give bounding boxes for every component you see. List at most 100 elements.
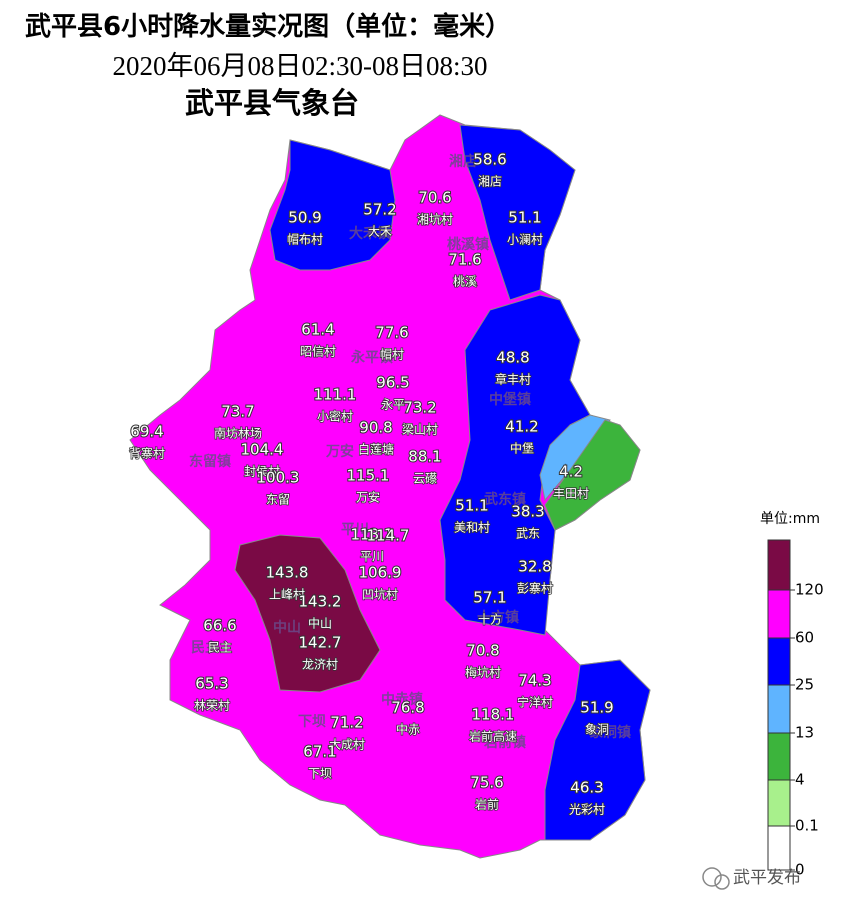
watermark-icon	[702, 867, 722, 887]
legend-label: 4	[795, 771, 805, 789]
town-label: 永平镇	[350, 349, 393, 366]
station-name: 帽村	[380, 347, 404, 362]
station-name: 大成村	[329, 738, 365, 752]
legend-swatch	[767, 779, 791, 827]
region	[439, 294, 591, 636]
station-name: 凹坑村	[362, 587, 398, 602]
station-name: 武东	[516, 527, 540, 541]
town-label: 象洞镇	[589, 724, 631, 741]
region	[539, 414, 611, 502]
station-value: 65.3	[195, 675, 228, 693]
station-name: 中赤	[396, 722, 420, 737]
town-label: 武东镇	[484, 491, 526, 508]
agency: 武平县气象台	[185, 86, 359, 120]
station-value: 114.7	[367, 527, 410, 545]
station-name: 小密村	[317, 409, 353, 424]
town-label: 大禾镇	[349, 225, 391, 242]
station-value: 90.8	[359, 419, 392, 437]
legend-label: 25	[795, 676, 814, 694]
station-name: 中山	[308, 616, 332, 631]
station-value: 113.1	[351, 526, 394, 544]
station-value: 118.1	[472, 706, 515, 724]
stations: 58.6 湘店 70.6 湘坑村 57.2 大禾 50.9 帽布村 51.1 小澜村 71.6 桃溪 6…	[128, 150, 614, 818]
station-name: 白莲塘	[358, 442, 394, 457]
station-name: 封侯村	[244, 465, 280, 479]
legend-label: 60	[795, 629, 814, 647]
station-name: 东留	[266, 493, 290, 507]
legend: 单位:mm 120 60 25 13 4 0.1 0	[760, 511, 824, 879]
watermark-text: 武平发布	[733, 868, 801, 888]
station-value: 32.8	[518, 558, 551, 576]
station-value: 69.4	[130, 423, 163, 441]
station-value: 70.6	[418, 189, 451, 207]
station-value: 4.2	[559, 463, 583, 481]
station-name: 梁山村	[402, 422, 438, 437]
town-label: 中堡镇	[489, 391, 531, 408]
station-name: 帽布村	[287, 232, 323, 247]
period: 2020年06月08日02:30-08日08:30	[113, 51, 488, 81]
station-value: 51.1	[508, 209, 541, 227]
station-value: 71.6	[448, 251, 481, 269]
station-value: 50.9	[288, 209, 321, 227]
station-value: 106.9	[359, 564, 402, 582]
legend-label: 13	[795, 724, 814, 742]
region	[269, 139, 396, 271]
station-name: 龙济村	[302, 657, 338, 672]
station-value: 111.1	[314, 386, 357, 404]
station-value: 71.2	[330, 714, 363, 732]
station-name: 平川	[360, 550, 384, 564]
station-value: 58.6	[473, 151, 506, 169]
station-name: 彭寨村	[517, 581, 553, 596]
station-name: 美和村	[454, 521, 490, 535]
town-label: 民主	[191, 639, 219, 656]
region	[459, 124, 576, 301]
station-value: 48.8	[496, 349, 529, 367]
station-name: 上峰村	[269, 588, 305, 602]
station-name: 桃溪	[453, 274, 477, 289]
station-value: 51.9	[580, 699, 613, 717]
legend-swatch	[767, 637, 791, 686]
station-value: 73.2	[403, 399, 436, 417]
map-regions	[129, 114, 651, 859]
station-name: 云礤	[413, 472, 437, 486]
station-name: 大禾	[368, 225, 392, 239]
station-value: 76.8	[391, 699, 424, 717]
town-label: 中赤镇	[381, 691, 423, 708]
town-label: 桃溪镇	[447, 236, 489, 253]
station-value: 115.1	[347, 467, 390, 485]
watermark-icon	[714, 874, 730, 890]
town-label: 万安	[325, 443, 354, 460]
station-value: 57.1	[473, 589, 506, 607]
station-name: 湘坑村	[417, 212, 453, 227]
region	[234, 534, 381, 693]
legend-swatch	[767, 732, 791, 781]
station-value: 143.8	[266, 564, 309, 582]
station-name: 林荣村	[194, 699, 230, 713]
station-value: 77.6	[375, 324, 408, 342]
town-label: 下坝	[298, 714, 326, 730]
station-value: 88.1	[408, 448, 441, 466]
station-name: 昭信村	[300, 345, 336, 359]
station-value: 66.6	[203, 617, 236, 635]
station-name: 湘店	[478, 174, 502, 189]
station-name: 小澜村	[507, 233, 543, 247]
station-name: 万安	[356, 490, 380, 505]
station-name: 岩前高速	[469, 729, 517, 744]
station-name: 象洞	[585, 723, 609, 737]
station-value: 57.2	[363, 201, 396, 219]
station-value: 73.7	[221, 403, 254, 421]
station-name: 民主	[208, 641, 232, 655]
station-name: 下坝	[308, 767, 332, 781]
station-value: 41.2	[505, 418, 538, 436]
town-label: 东留镇	[189, 453, 231, 470]
station-value: 96.5	[376, 374, 409, 392]
legend-swatch	[767, 539, 791, 591]
legend-swatch	[767, 684, 791, 734]
legend-swatch	[767, 589, 791, 639]
station-value: 143.2	[299, 593, 342, 611]
station-name: 章丰村	[495, 372, 531, 387]
town-labels: 湘店大禾镇桃溪镇永平镇中堡镇东留镇万安武东镇平川中山民主十方镇中赤镇下坝岩前镇象…	[189, 153, 631, 751]
station-value: 104.4	[241, 441, 284, 459]
station-value: 142.7	[299, 634, 342, 652]
